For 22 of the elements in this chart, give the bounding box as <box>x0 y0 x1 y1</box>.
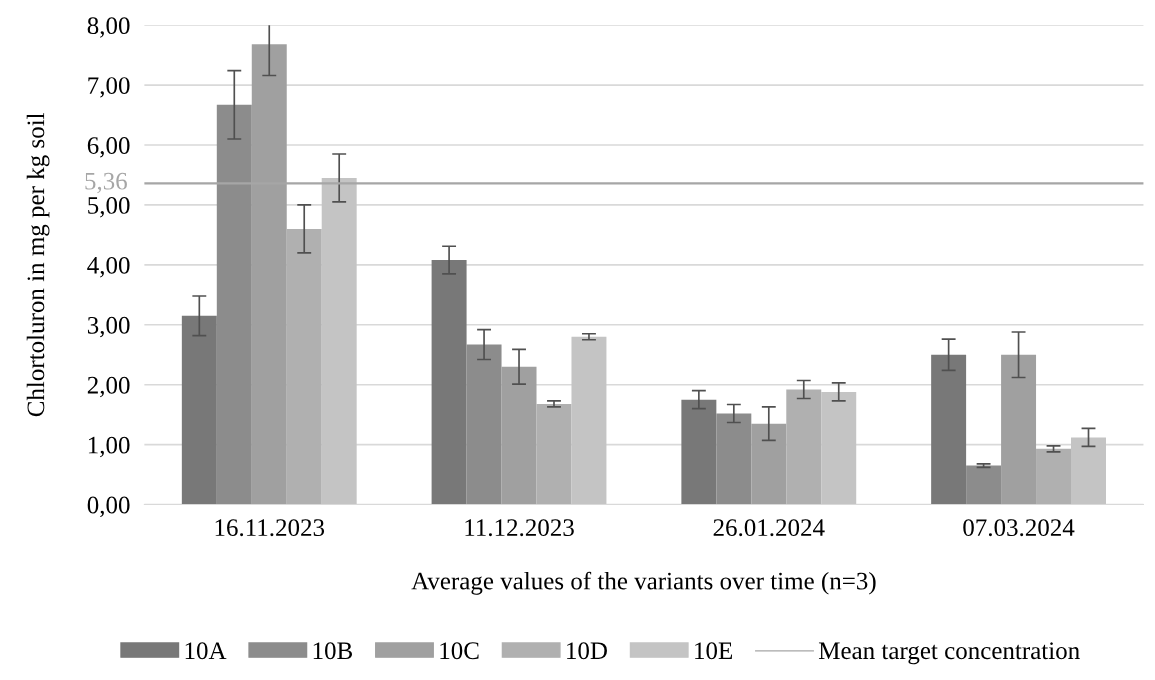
x-tick-label: 26.01.2024 <box>713 519 825 537</box>
y-tick-label: 7,00 <box>88 77 130 98</box>
y-tick-label: 8,00 <box>87 17 130 38</box>
legend-label: 10D <box>567 642 607 660</box>
x-tick-label: 16.11.2023 <box>215 519 325 537</box>
legend-label: 10A <box>185 642 227 660</box>
y-tick-label: 2,00 <box>87 376 130 398</box>
x-tick-label: 07.03.2024 <box>963 519 1075 537</box>
text: 5,36 <box>85 172 127 194</box>
y-tick-label: 4,00 <box>87 256 130 278</box>
x-tick-label: 11.12.2023 <box>465 519 574 537</box>
legend-label: 10C <box>440 642 479 660</box>
y-tick-label: 6,00 <box>87 137 130 158</box>
x-axis-title: Average values of the variants over time (n=3) <box>411 571 876 595</box>
legend-label: 10E <box>695 642 732 660</box>
y-tick-label: 0,00 <box>87 496 130 518</box>
legend-label: 10B <box>313 642 353 660</box>
y-axis-title: Chlortoluron in mg per kg soil <box>26 112 50 417</box>
y-tick-label: 1,00 <box>88 436 130 458</box>
y-tick-label: 5,00 <box>88 196 130 218</box>
y-tick-label: 3,00 <box>87 316 130 338</box>
legend-label: Mean target concentration <box>818 642 1080 665</box>
